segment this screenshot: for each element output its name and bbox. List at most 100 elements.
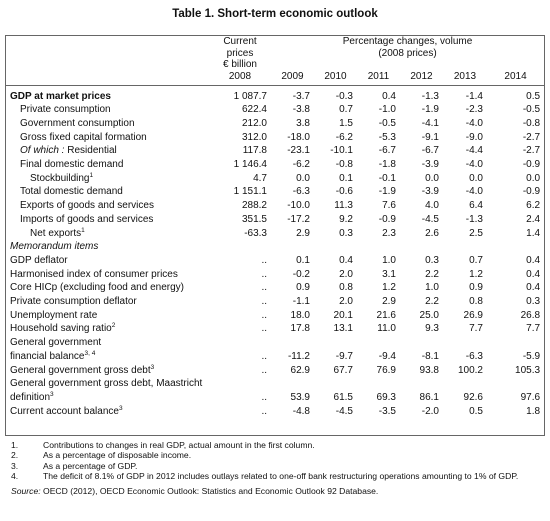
cell-value: 3.8 (296, 117, 310, 129)
data-row: Unemployment rate.. 18.0 20.1 21.6 25.0 26.9 2… (6, 309, 544, 323)
cell-value: 288.2 (241, 200, 267, 212)
cell-value: 0.8 (339, 282, 353, 294)
row-label-text: Imports of goods and services (20, 213, 154, 225)
note-number: 2. (11, 450, 19, 461)
cell-value: -5.3 (378, 131, 396, 143)
cell-value: 622.4 (241, 104, 267, 116)
cell-value: 7.7 (469, 323, 483, 335)
cell-value: -10.1 (330, 145, 353, 157)
notes: 1. Contributions to changes in real GDP, … (5, 440, 545, 496)
row-label-text: General government gross debt, Maastrich… (10, 378, 203, 390)
cell-value: 0.3 (339, 227, 353, 239)
year: 2008 (209, 70, 271, 86)
data-row: Private consumption 622.4 -3.8 0.7 -1.0 -1.9 -… (6, 103, 544, 117)
cell-value: 7.6 (382, 200, 396, 212)
cell-value: 0.0 (469, 172, 483, 184)
data-row: Final domestic demand 1 146.4 -6.2 -0.8 -1.8… (6, 158, 544, 172)
cell-value: -11.2 (287, 350, 310, 362)
footnote-ref: 1 (81, 226, 85, 234)
row-label-text: General government gross debt (10, 364, 151, 376)
cell-value: -1.1 (292, 296, 310, 308)
cell-value: 13.1 (333, 323, 353, 335)
cell-value: 0.4 (526, 268, 541, 280)
row-label-text: Government consumption (20, 117, 135, 129)
year: 2013 (443, 70, 487, 86)
year: 2009 (271, 70, 314, 86)
cell-value: -3.9 (421, 186, 439, 198)
row-label: Core HICp (excluding food and energy) (6, 281, 209, 295)
cell-value: -17.2 (287, 213, 310, 225)
note-number: 1. (11, 440, 19, 450)
data-row: Private consumption deflator.. -1.1 2.0 2.9… (6, 295, 544, 309)
row-label-line: definition3 (10, 391, 209, 405)
row-label-text: Household saving ratio (10, 323, 112, 335)
cell-value: 1.5 (339, 117, 353, 129)
row-label: Government consumption (6, 117, 209, 131)
year: 2012 (400, 70, 443, 86)
cell-value: 2.2 (425, 268, 439, 280)
row-label: Current account balance3 (6, 405, 209, 419)
cell-value: 100.2 (457, 364, 483, 376)
cell-value: -0.8 (335, 159, 353, 171)
row-label-text: Private consumption deflator (10, 296, 137, 308)
data-row: Exports of goods and services 288.2 -10.0 1… (6, 199, 544, 213)
cell-value: 25.0 (419, 309, 439, 321)
cell-value: -1.9 (378, 186, 396, 198)
data-row: Gross fixed capital formation 312.0 -18.0 -… (6, 131, 544, 145)
cell-value: -0.3 (335, 90, 353, 102)
table-frame: Current prices € billion Percentage changes… (5, 35, 545, 436)
cell-value: 0.0 (296, 172, 310, 184)
cell-value: -1.3 (465, 213, 483, 225)
cell-value: 0.4 (526, 282, 541, 294)
footnote-ref: 2 (111, 322, 116, 330)
row-label-text: Private consumption (20, 104, 111, 116)
cell-value: 86.1 (419, 391, 439, 403)
note: 2. As a percentage of disposable income. (5, 450, 545, 460)
cell-value: -4.8 (292, 405, 310, 417)
cell-value: -8.1 (421, 350, 439, 362)
cell-value: -0.6 (335, 186, 353, 198)
row-label-text: Residential (67, 145, 117, 157)
cell-value: 20.1 (333, 309, 353, 321)
year: 2014 (487, 70, 545, 86)
cell-value: 93.8 (419, 364, 439, 376)
cell-value: 67.7 (333, 364, 353, 376)
cell-value: 1 087.7 (233, 90, 267, 102)
cell-value: 1.2 (382, 282, 396, 294)
cell-value: .. (261, 268, 267, 280)
row-label-text: Gross fixed capital formation (20, 131, 147, 143)
cell-value: 0.4 (526, 254, 541, 266)
cell-value: -0.9 (522, 159, 541, 171)
cell-value: 2.0 (339, 268, 353, 280)
cell-value: 62.9 (290, 364, 310, 376)
cell-value: 2.9 (382, 296, 396, 308)
cell-value: 0.0 (526, 172, 541, 184)
cell-value: 97.6 (520, 391, 541, 403)
data-row: General government financial balance3, 4.… (6, 336, 544, 363)
cell-value: 1.0 (382, 254, 396, 266)
cell-value: 0.8 (469, 296, 483, 308)
row-label: GDP deflator (6, 254, 209, 268)
row-label: Unemployment rate (6, 309, 209, 323)
header-current-prices: Current prices € billion (209, 36, 271, 71)
cell-value: 105.3 (515, 364, 541, 376)
header-line: Percentage changes, volume (342, 36, 473, 47)
row-label: GDP at market prices (6, 85, 209, 103)
row-label: Stockbuilding1 (6, 172, 209, 186)
cell-value: 0.5 (469, 405, 483, 417)
cell-value: .. (261, 282, 267, 294)
row-label: General government gross debt3 (6, 364, 209, 378)
cell-value: -0.9 (522, 186, 541, 198)
cell-value: -2.7 (522, 145, 541, 157)
cell-value: -2.0 (421, 405, 439, 417)
header-line: € billion (223, 59, 257, 70)
header-blank (6, 36, 209, 71)
row-label: Net exports1 (6, 227, 209, 241)
row-label-text: Core HICp (excluding food and energy) (10, 282, 184, 294)
footnote-ref: 3, 4 (84, 349, 96, 357)
row-label-text: Net exports (30, 227, 82, 239)
cell-value: .. (261, 296, 267, 308)
cell-value: -0.9 (378, 213, 396, 225)
cell-value: 0.5 (526, 90, 541, 102)
footnote-ref: 3 (50, 390, 54, 398)
